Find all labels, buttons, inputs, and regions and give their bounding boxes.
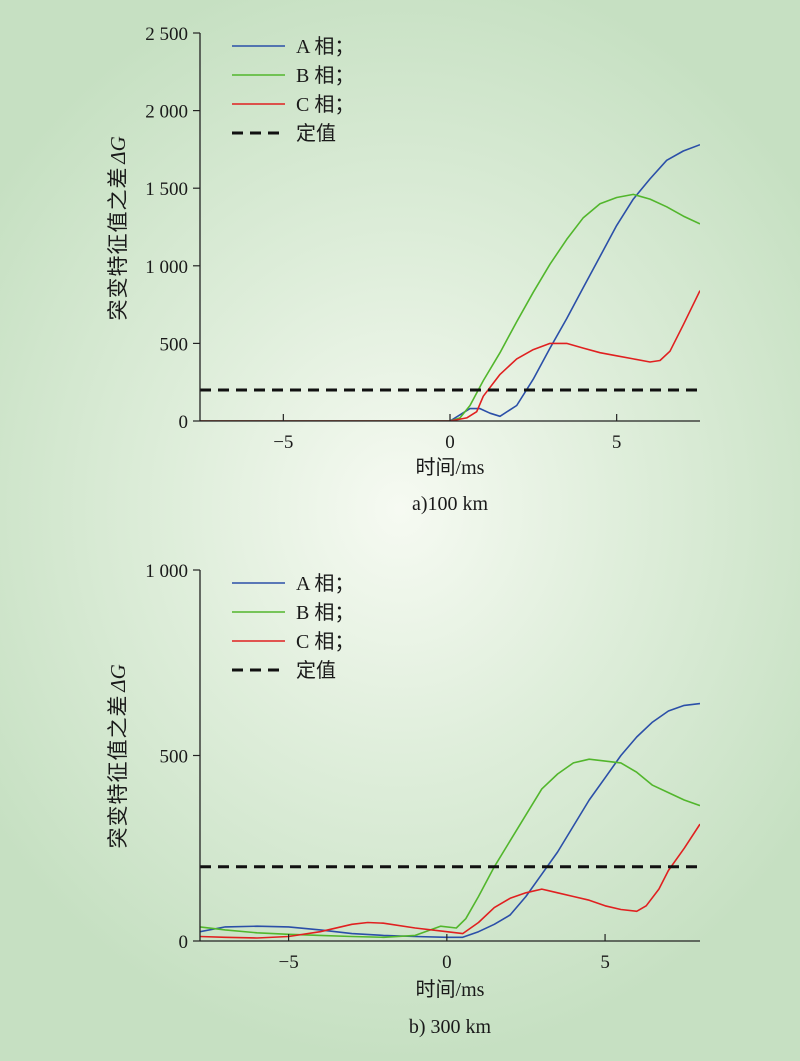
legend-b: A 相； B 相； C 相； 定值 <box>232 572 354 682</box>
series-line-c-0 <box>200 290 700 421</box>
legend-label: C 相； <box>296 630 354 653</box>
y-tick-label: 0 <box>179 932 189 953</box>
y-axis-label-char: 突 <box>106 828 130 849</box>
y-tick-label: 0 <box>179 412 189 433</box>
x-tick-label: −5 <box>278 952 298 973</box>
y-axis-label-char: 差 <box>106 696 130 717</box>
y-tick-label: 2 000 <box>145 102 188 123</box>
x-axis-label-a: 时间/ms <box>416 456 485 479</box>
series-line-c-1 <box>200 823 700 939</box>
y-axis-label-char: 差 <box>106 168 130 189</box>
y-axis-label-char: 之 <box>106 718 130 739</box>
panel-b: 0 500 1 000 −5 0 5 A 相； B 相； C 相； 定值 时间/ms b) 30… <box>106 561 700 1038</box>
y-axis-label-char: 特 <box>106 784 130 805</box>
y-axis-label-char: 征 <box>106 762 130 783</box>
series-line-b-0 <box>200 193 700 421</box>
axes-b <box>199 570 700 942</box>
plot-area-a <box>200 143 700 421</box>
legend-label: B 相； <box>296 64 354 87</box>
legend-label: C 相； <box>296 93 354 116</box>
legend-label: A 相； <box>296 572 354 595</box>
ticks-a: 0 500 1 000 1 500 2 000 2 500 −5 0 5 <box>145 24 621 453</box>
caption-a: a)100 km <box>412 493 489 515</box>
x-tick-label: −5 <box>273 432 293 453</box>
y-tick-label: 1 000 <box>145 257 188 278</box>
y-axis-label-symbol: ΔG <box>106 664 130 693</box>
y-tick-label: 500 <box>160 334 189 355</box>
legend-label: A 相； <box>296 35 354 58</box>
y-axis-label-char: 值 <box>106 740 130 761</box>
panel-a: 0 500 1 000 1 500 2 000 2 500 −5 0 5 A 相； B 相； C 相… <box>106 24 700 515</box>
y-axis-label-symbol: ΔG <box>106 136 130 165</box>
x-tick-label: 0 <box>445 432 455 453</box>
ticks-b: 0 500 1 000 −5 0 5 <box>145 561 610 973</box>
x-tick-label: 5 <box>600 952 610 973</box>
legend-a: A 相； B 相； C 相； 定值 <box>232 35 354 145</box>
y-tick-label: 1 500 <box>145 179 188 200</box>
y-axis-label-char: 特 <box>106 256 130 277</box>
y-tick-label: 500 <box>160 747 189 768</box>
legend-label: B 相； <box>296 601 354 624</box>
y-axis-label-char: 变 <box>106 278 130 299</box>
legend-label: 定值 <box>296 659 336 682</box>
y-axis-label-char: 变 <box>106 806 130 827</box>
y-tick-label: 1 000 <box>145 561 188 582</box>
plot-area-b <box>200 702 700 939</box>
x-axis-label-b: 时间/ms <box>416 978 485 1001</box>
x-tick-label: 5 <box>612 432 622 453</box>
legend-label: 定值 <box>296 122 336 145</box>
x-tick-label: 0 <box>442 952 452 973</box>
y-axis-label-char: 值 <box>106 212 130 233</box>
caption-b: b) 300 km <box>409 1016 492 1038</box>
series-line-b-1 <box>200 758 700 939</box>
y-tick-label: 2 500 <box>145 24 188 45</box>
axes-a <box>199 33 700 422</box>
series-line-a-1 <box>200 702 700 939</box>
series-line-a-0 <box>200 143 700 421</box>
y-axis-label-char: 征 <box>106 234 130 255</box>
y-axis-label-char: 之 <box>106 190 130 211</box>
y-axis-label-char: 突 <box>106 300 130 321</box>
